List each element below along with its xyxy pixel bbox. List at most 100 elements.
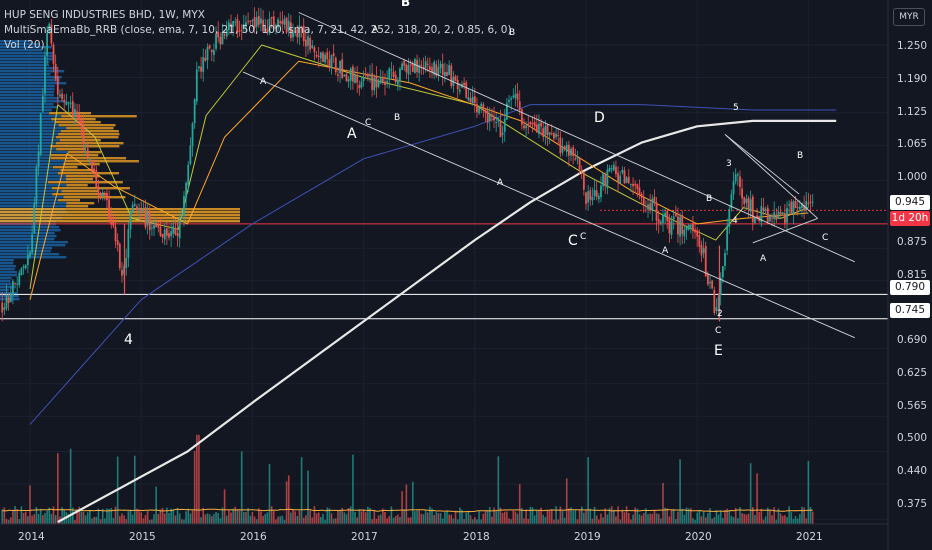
candle-body bbox=[580, 169, 583, 172]
volume-profile-bar bbox=[0, 64, 50, 67]
volume-bar bbox=[313, 506, 316, 524]
volume-bar bbox=[236, 509, 239, 524]
volume-profile-bar bbox=[0, 250, 51, 253]
indicator-label[interactable]: MultiSmaEmaBb_RRB (close, ema, 7, 10, 21… bbox=[4, 24, 512, 36]
candle-body bbox=[65, 102, 68, 105]
volume-bar bbox=[627, 513, 630, 524]
currency-badge[interactable]: MYR bbox=[893, 8, 925, 26]
volume-bar bbox=[414, 511, 416, 524]
volume-bar bbox=[672, 508, 675, 524]
volume-bar bbox=[379, 514, 382, 524]
volume-bar bbox=[189, 513, 192, 524]
candle-body bbox=[247, 21, 250, 23]
volume-bar bbox=[698, 511, 701, 524]
candle-body bbox=[525, 125, 528, 129]
volume-bar bbox=[24, 511, 27, 524]
price-tick: 0.440 bbox=[897, 465, 928, 477]
volume-bar bbox=[397, 514, 399, 524]
candle-body bbox=[187, 164, 190, 186]
volume-bar bbox=[341, 507, 344, 524]
volume-bar bbox=[343, 512, 346, 524]
volume-profile-bar bbox=[0, 163, 64, 166]
candle-body bbox=[698, 235, 701, 247]
candle-body bbox=[180, 217, 183, 219]
candle-body bbox=[786, 208, 788, 223]
volume-bar bbox=[287, 475, 290, 524]
candle-body bbox=[578, 157, 581, 170]
volume-bar bbox=[533, 515, 536, 524]
volume-bar bbox=[574, 509, 577, 524]
volume-profile-bar bbox=[0, 67, 58, 70]
candle-body bbox=[783, 213, 786, 224]
candle-body bbox=[484, 109, 487, 113]
candle-body bbox=[642, 197, 645, 205]
wave-label: A bbox=[760, 254, 767, 264]
candle-body bbox=[424, 61, 427, 68]
volume-bar bbox=[386, 518, 388, 524]
candle-body bbox=[550, 133, 553, 135]
volume-bar bbox=[719, 510, 722, 524]
volume-profile-bar bbox=[0, 202, 67, 205]
candle-body bbox=[670, 220, 673, 236]
candle-body bbox=[736, 174, 739, 176]
volume-bar bbox=[613, 509, 615, 524]
volume-bar bbox=[99, 519, 102, 524]
candle-body bbox=[463, 82, 466, 86]
volume-bar bbox=[20, 506, 23, 524]
volume-bar bbox=[71, 507, 74, 524]
volume-bar bbox=[101, 508, 104, 524]
volume-bar bbox=[290, 512, 292, 524]
volume-bar bbox=[373, 510, 376, 524]
volume-indicator-label[interactable]: Vol (20) bbox=[4, 39, 45, 51]
volume-profile-bar bbox=[0, 61, 50, 64]
candle-body bbox=[324, 54, 327, 63]
volume-bar bbox=[174, 515, 177, 524]
volume-profile-bar bbox=[0, 115, 62, 118]
wave-label: 2 bbox=[717, 309, 723, 319]
volume-bar bbox=[493, 507, 495, 524]
volume-profile-bar bbox=[0, 277, 12, 280]
wave-label-large: E bbox=[714, 343, 723, 359]
wave-label: A bbox=[372, 25, 379, 35]
volume-bar bbox=[409, 517, 412, 524]
volume-profile-bar bbox=[0, 172, 58, 175]
volume-bar bbox=[104, 518, 106, 524]
volume-bar bbox=[617, 506, 619, 524]
volume-bar bbox=[213, 513, 215, 524]
candle-body bbox=[443, 71, 446, 77]
candle-body bbox=[692, 223, 694, 232]
volume-bar bbox=[91, 518, 93, 524]
price-tick: 0.565 bbox=[897, 400, 928, 412]
volume-profile-bar bbox=[0, 127, 67, 130]
volume-bar bbox=[645, 508, 647, 524]
candle-body bbox=[535, 124, 538, 133]
volume-bar bbox=[240, 451, 243, 524]
volume-profile-bar bbox=[0, 160, 66, 163]
candle-body bbox=[666, 210, 669, 222]
volume-bar bbox=[561, 511, 564, 524]
volume-bar bbox=[260, 511, 262, 524]
candle-body bbox=[623, 170, 626, 184]
candle-body bbox=[343, 75, 346, 77]
volume-bar bbox=[181, 519, 183, 524]
trend-lines bbox=[242, 12, 855, 339]
volume-bar bbox=[433, 514, 435, 524]
candle-body bbox=[595, 190, 598, 197]
trend-line bbox=[242, 71, 855, 339]
trend-line bbox=[724, 134, 800, 195]
volume-bar bbox=[557, 519, 559, 524]
candle-body bbox=[289, 22, 292, 39]
candle-body bbox=[531, 122, 534, 125]
volume-bar bbox=[168, 513, 170, 524]
volume-bar bbox=[456, 519, 459, 524]
candle-body bbox=[741, 188, 744, 199]
volume-bar bbox=[711, 518, 713, 524]
volume-bar bbox=[585, 510, 587, 524]
candle-body bbox=[97, 186, 100, 195]
candle-body bbox=[208, 45, 211, 49]
volume-bar bbox=[377, 515, 380, 524]
candle-body bbox=[553, 133, 555, 139]
symbol-title[interactable]: HUP SENG INDUSTRIES BHD, 1W, MYX bbox=[4, 9, 205, 21]
candle-body bbox=[726, 225, 729, 251]
